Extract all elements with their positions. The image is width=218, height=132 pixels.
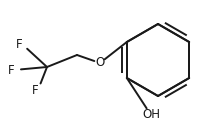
Text: F: F [15, 37, 22, 51]
Text: F: F [31, 84, 38, 96]
Text: OH: OH [142, 109, 160, 121]
Text: O: O [95, 56, 105, 70]
Text: F: F [7, 63, 14, 77]
